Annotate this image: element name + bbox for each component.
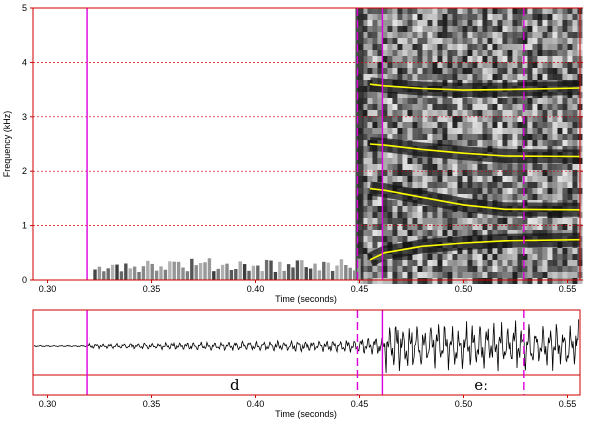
segment-label-d: d [230,376,240,394]
frequency-gridlines [33,62,580,226]
spec-time-tick-label: 0.30 [39,284,57,294]
spec-time-tick-label: 0.45 [351,284,369,294]
spectrogram-boundaries [86,8,525,280]
wave-time-tick-label: 0.30 [39,399,57,409]
voice-bar [93,258,361,280]
spectrogram-time-axis-label: Time (seconds) [275,294,337,304]
wave-time-tick-label: 0.45 [351,399,369,409]
spectrogram-panel: 0 1 2 3 4 5 0.30 0.35 0.40 0.45 0.50 0.55 Frequenc… [2,3,583,304]
spec-time-tick-label: 0.50 [455,284,473,294]
spec-time-tick-label: 0.55 [559,284,577,294]
spec-time-tick-label: 0.35 [143,284,161,294]
waveform-boundaries [86,310,525,395]
freq-tick-label: 3 [22,112,27,122]
freq-tick-label: 4 [22,57,27,67]
burst-energy [355,8,364,280]
waveform-panel: d eː 0.30 0.35 0.40 0.45 0.50 0.55 Time (seco… [32,309,581,419]
freq-tick-label: 5 [22,3,27,13]
segment-label-ee: eː [474,376,488,394]
wave-time-tick-label: 0.55 [559,399,577,409]
spec-time-tick-label: 0.40 [247,284,265,294]
spectrogram-frame [32,7,581,281]
waveform-frame [32,309,581,396]
spectrogram-shading [93,8,583,284]
wave-time-tick-label: 0.35 [143,399,161,409]
frequency-axis-label: Frequency (kHz) [2,111,12,178]
freq-tick-label: 1 [22,221,27,231]
spectrogram-time-ticks: 0.30 0.35 0.40 0.45 0.50 0.55 [39,280,576,294]
freq-tick-label: 0 [22,275,27,285]
wave-time-tick-label: 0.40 [247,399,265,409]
freq-tick-label: 2 [22,166,27,176]
frequency-ticks: 0 1 2 3 4 5 [22,3,583,285]
waveform-time-ticks: 0.30 0.35 0.40 0.45 0.50 0.55 [39,395,576,409]
waveform-trace [33,319,579,374]
waveform-time-axis-label: Time (seconds) [275,409,337,419]
wave-time-tick-label: 0.50 [455,399,473,409]
